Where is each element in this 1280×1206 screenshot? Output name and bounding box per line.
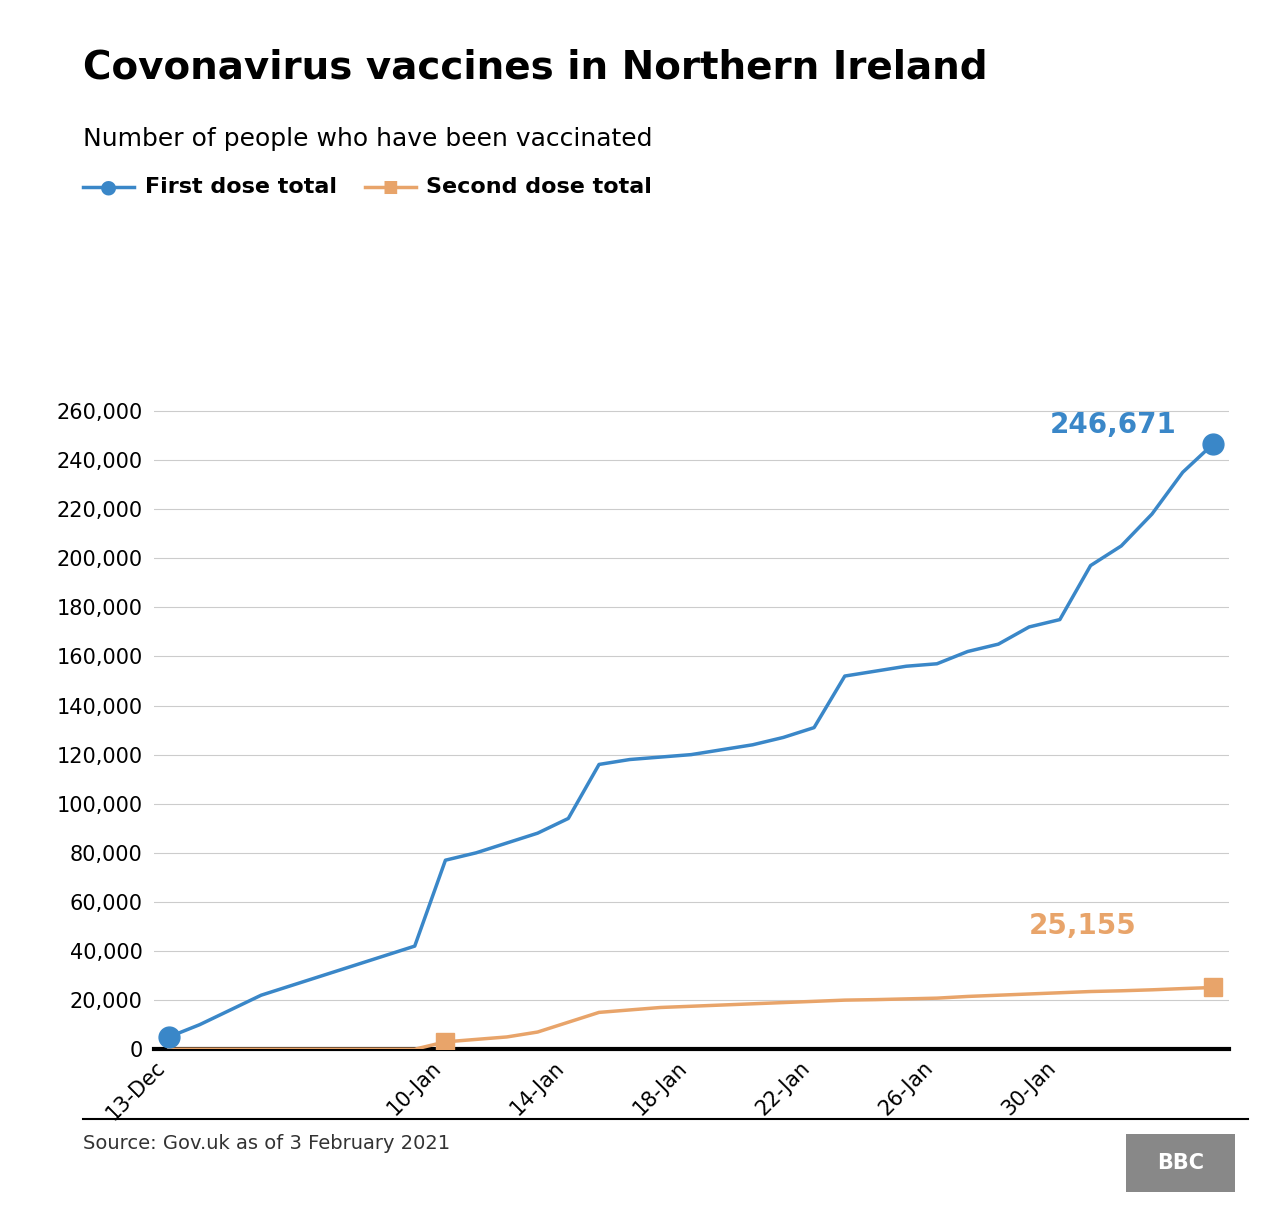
Text: ■: ■ (383, 178, 398, 195)
Text: Covonavirus vaccines in Northern Ireland: Covonavirus vaccines in Northern Ireland (83, 48, 988, 87)
Text: Source: Gov.uk as of 3 February 2021: Source: Gov.uk as of 3 February 2021 (83, 1134, 451, 1153)
Text: Number of people who have been vaccinated: Number of people who have been vaccinate… (83, 127, 653, 151)
Text: 25,155: 25,155 (1029, 913, 1137, 941)
Text: ●: ● (100, 177, 118, 197)
Text: BBC: BBC (1157, 1153, 1204, 1172)
Text: First dose total: First dose total (145, 177, 337, 197)
Text: Second dose total: Second dose total (426, 177, 652, 197)
Text: 246,671: 246,671 (1050, 411, 1176, 439)
